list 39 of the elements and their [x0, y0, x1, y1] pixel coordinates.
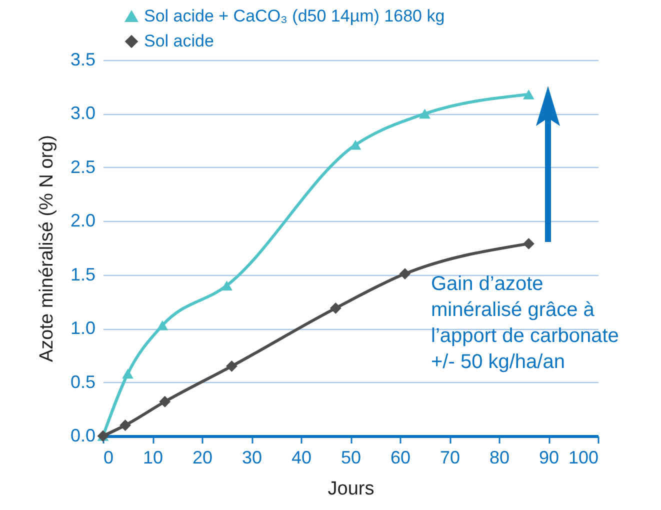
- x-tick-label: 0: [104, 448, 114, 468]
- point: [226, 360, 238, 372]
- annotation: +/- 50 kg/ha/an: [431, 351, 565, 373]
- point: [350, 140, 362, 150]
- point: [120, 420, 131, 431]
- legend-label: Sol acide + CaCO₃ (d50 14µm) 1680 kg: [144, 6, 445, 26]
- point: [159, 396, 171, 408]
- x-tick-label: 80: [489, 448, 510, 468]
- x-tick-label: 20: [192, 448, 213, 468]
- annotation: l’apport de carbonate: [431, 325, 619, 347]
- point: [419, 108, 430, 119]
- annotation: minéralisé grâce à: [431, 299, 596, 321]
- y-tick-label: 2.0: [70, 210, 96, 231]
- x-tick-label: 100: [568, 448, 598, 468]
- point: [221, 280, 232, 291]
- x-tick-label: 60: [390, 448, 411, 468]
- point: [523, 89, 534, 100]
- y-tick-label: 2.5: [70, 156, 96, 177]
- x-tick-label: 30: [242, 448, 262, 468]
- point: [399, 268, 411, 280]
- y-tick-label: 3.0: [70, 103, 96, 124]
- x-tick-label: 10: [142, 448, 164, 468]
- x-tick-label: 70: [440, 448, 460, 468]
- x-tick-label: 40: [291, 448, 312, 468]
- y-tick-label: 0.5: [70, 372, 96, 392]
- point: [523, 238, 534, 250]
- legend-label: Sol acide: [144, 32, 214, 50]
- x-axis-title: Jours: [328, 478, 374, 500]
- x-tick-label: 50: [340, 448, 362, 468]
- point: [156, 320, 168, 330]
- y-tick-label: 1.0: [70, 318, 96, 338]
- y-axis-title: Azote minéralisé (% N org): [36, 134, 58, 362]
- annotation: Gain d’azote: [431, 273, 544, 295]
- y-tick-label: 0.0: [70, 426, 96, 446]
- point: [122, 368, 134, 379]
- y-tick-label: 3.5: [70, 50, 96, 70]
- y-tick-label: 1.5: [70, 264, 96, 284]
- point: [330, 302, 342, 314]
- x-tick-label: 90: [538, 448, 560, 468]
